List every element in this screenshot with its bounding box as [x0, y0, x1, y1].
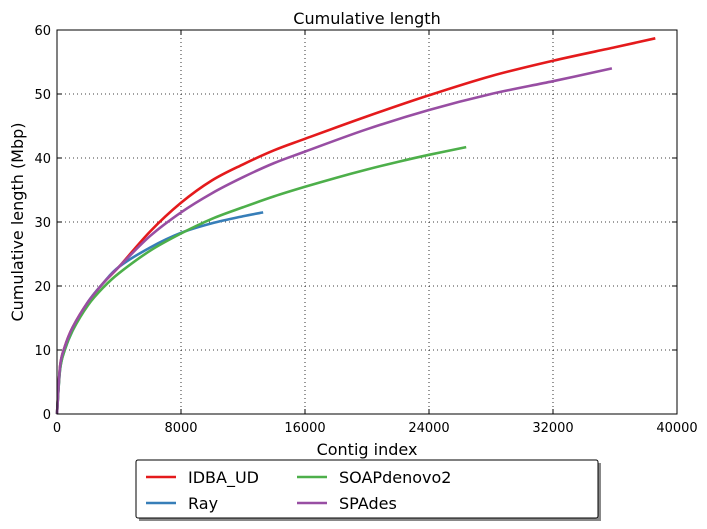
y-tick-label: 50	[34, 88, 51, 103]
y-axis-label: Cumulative length (Mbp)	[8, 122, 27, 321]
y-tick-label: 10	[34, 344, 51, 359]
series-line-soapdenovo2	[55, 145, 467, 415]
x-tick-label: 16000	[284, 421, 325, 436]
x-tick-label: 40000	[656, 421, 697, 436]
x-tick-label: 24000	[408, 421, 449, 436]
grid-lines	[57, 30, 677, 414]
x-tick-label: 0	[53, 421, 61, 436]
y-tick-label: 30	[34, 216, 51, 231]
y-tick-label: 60	[34, 24, 51, 39]
axis-ticks: 0 8000 16000 24000 32000 40000 0 10 20 30 40 50 60	[34, 24, 697, 436]
y-tick-label: 20	[34, 280, 51, 295]
legend-box	[135, 459, 599, 519]
series-lines	[55, 37, 656, 415]
legend-label: SOAPdenovo2	[339, 468, 451, 487]
x-tick-label: 8000	[164, 421, 197, 436]
series-line-idba-ud	[55, 37, 656, 415]
legend-label: SPAdes	[339, 494, 397, 513]
y-tick-label: 40	[34, 152, 51, 167]
legend-label: IDBA_UD	[188, 468, 259, 488]
series-line-spades	[55, 67, 613, 415]
series-line-ray	[55, 211, 264, 415]
y-tick-label: 0	[43, 408, 51, 423]
legend-label: Ray	[188, 494, 218, 513]
x-tick-label: 32000	[532, 421, 573, 436]
legend: IDBA_UD Ray SOAPdenovo2 SPAdes	[135, 459, 601, 521]
chart-title: Cumulative length	[293, 9, 440, 28]
x-axis-label: Contig index	[317, 440, 418, 459]
